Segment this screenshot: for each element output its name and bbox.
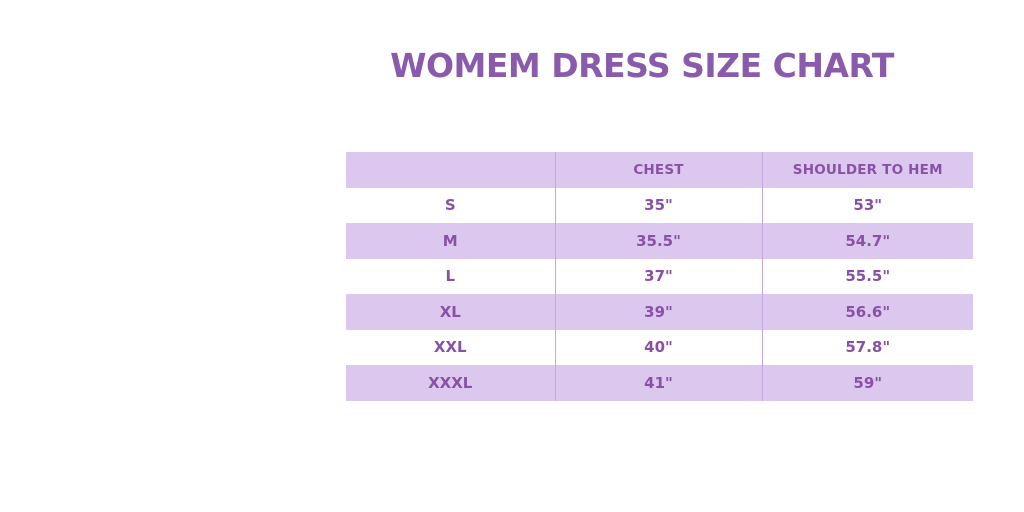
shoulder-to-hem-value: 59" [761, 365, 973, 401]
chest-value: 37" [554, 258, 762, 294]
table-row-xxl: XXL 40" 57.8" [346, 329, 973, 365]
table-row-xxxl: XXXL 41" 59" [346, 365, 973, 401]
chest-value: 35" [554, 187, 762, 223]
size-label: S [444, 196, 456, 215]
shoulder-to-hem-value: 55.5" [761, 258, 973, 294]
table-row-xl: XL 39" 56.6" [346, 294, 973, 330]
chest-value: 41" [554, 365, 762, 401]
shoulder-to-hem-value: 56.6" [761, 294, 973, 330]
chest-value: 39" [554, 294, 762, 330]
table-header-row: CHEST SHOULDER TO HEM [346, 152, 973, 188]
chest-value: 35.5" [554, 223, 762, 259]
table-row-m: M 35.5" 54.7" [346, 223, 973, 259]
table-row-l: L 37" 55.5" [346, 258, 973, 294]
size-label: L [445, 267, 456, 286]
size-chart-table: CHEST SHOULDER TO HEM S 35" 53" M 35.5" … [346, 152, 973, 401]
shoulder-to-hem-value: 57.8" [761, 329, 973, 365]
shoulder-to-hem-value: 53" [761, 187, 973, 223]
column-header-size [346, 152, 555, 188]
size-label: M [442, 231, 458, 250]
page-title: WOMEM DRESS SIZE CHART [390, 46, 894, 85]
size-label: XXL [433, 338, 467, 357]
column-header-chest: CHEST [554, 152, 762, 188]
table-row-s: S 35" 53" [346, 187, 973, 223]
chest-value: 40" [554, 329, 762, 365]
size-label: XL [439, 302, 461, 321]
size-label: XXXL [428, 373, 473, 392]
column-header-shoulder-to-hem: SHOULDER TO HEM [761, 152, 973, 188]
shoulder-to-hem-value: 54.7" [761, 223, 973, 259]
